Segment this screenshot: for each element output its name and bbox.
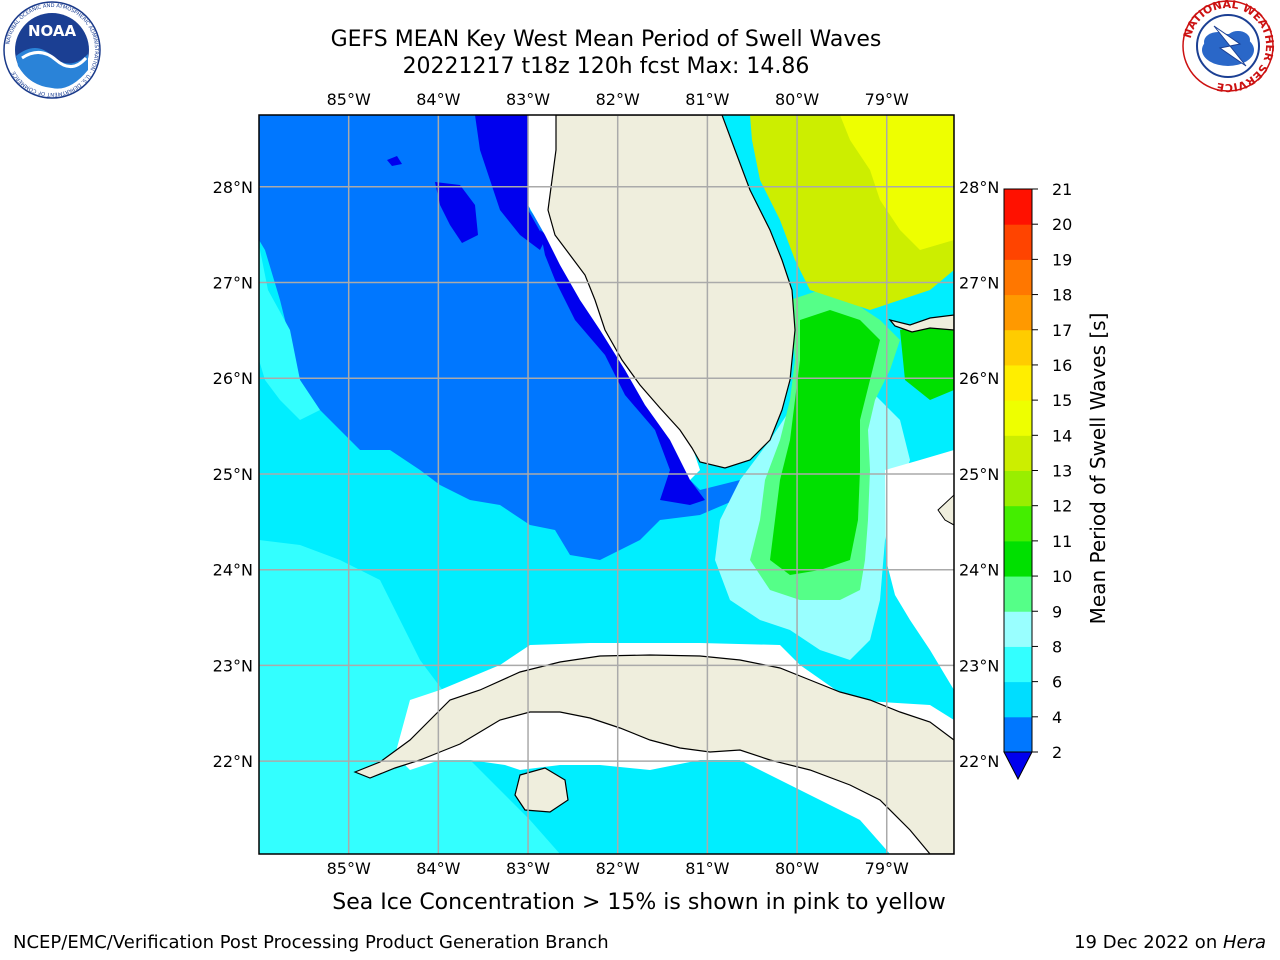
chart-subtitle: 20221217 t18z 120h fcst Max: 14.86 [402, 54, 810, 79]
colorbar-swatch [1004, 611, 1032, 647]
lat-label-left: 24°N [213, 561, 253, 580]
colorbar-swatch [1004, 505, 1032, 542]
colorbar-swatch [1004, 576, 1032, 612]
lat-label-right: 28°N [959, 178, 999, 197]
lat-label-right: 24°N [959, 561, 999, 580]
land-andros [937, 494, 954, 526]
chart-title: GEFS MEAN Key West Mean Period of Swell … [330, 27, 882, 52]
colorbar-swatch [1004, 259, 1032, 296]
lat-label-left: 28°N [213, 178, 253, 197]
colorbar-swatch [1004, 646, 1032, 683]
lat-label-left: 23°N [213, 656, 253, 675]
colorbar-tick-label: 9 [1052, 602, 1062, 621]
lon-label-bottom: 83°W [506, 859, 550, 878]
swell-contour-10-11b [900, 320, 954, 400]
lon-label-bottom: 84°W [416, 859, 460, 878]
colorbar-swatch [1004, 470, 1032, 507]
colorbar-swatch [1004, 716, 1032, 753]
swell-contour-14-15 [840, 115, 954, 250]
noaa-logo: NOAA NATIONAL OCEANIC AND ATMOSPHERIC AD… [3, 1, 101, 99]
swell-contour-6-8b [259, 245, 320, 420]
footer-date: 19 Dec 2022 on Hera [1074, 932, 1266, 953]
colorbar-tick-label: 21 [1052, 180, 1072, 199]
colorbar-tick-label: 13 [1052, 462, 1072, 481]
lon-label-bottom: 80°W [775, 859, 819, 878]
lat-label-left: 22°N [213, 752, 253, 771]
colorbar-tick-label: 4 [1052, 708, 1062, 727]
colorbar-tick-label: 19 [1052, 250, 1072, 269]
colorbar-swatch [1004, 540, 1032, 577]
swell-contour-6-8 [259, 540, 560, 854]
lon-label-bottom: 79°W [865, 859, 909, 878]
lat-label-right: 23°N [959, 656, 999, 675]
lon-label-top: 79°W [865, 90, 909, 109]
colorbar-tick-label: 14 [1052, 426, 1072, 445]
land-bahamas [888, 314, 954, 333]
lon-label-top: 84°W [416, 90, 460, 109]
swell-contour-under-2b [435, 182, 478, 243]
colorbar-swatch [1004, 400, 1032, 436]
lat-label-left: 26°N [213, 369, 253, 388]
colorbar-swatch [1004, 294, 1032, 331]
colorbar-tick-label: 18 [1052, 286, 1072, 305]
colorbar-tick-label: 2 [1052, 743, 1062, 762]
footer-host: Hera [1222, 932, 1266, 953]
colorbar-swatch [1004, 681, 1032, 718]
colorbar-tick-label: 20 [1052, 215, 1072, 234]
colorbar-tick-label: 15 [1052, 391, 1072, 410]
sea-ice-note: Sea Ice Concentration > 15% is shown in … [332, 890, 946, 915]
lat-label-right: 25°N [959, 465, 999, 484]
colorbar-swatch [1004, 189, 1032, 225]
lon-label-top: 85°W [327, 90, 371, 109]
nws-logo: NATIONAL WEATHER SERVICE [1181, 0, 1276, 94]
land-cuba [353, 654, 954, 854]
colorbar: 2 4 6 8 9 10 11 12 13 14 15 16 17 18 19 20 21 Mean Period… [1003, 180, 1110, 781]
noaa-logo-text: NOAA [28, 22, 77, 40]
colorbar-tick-label: 10 [1052, 567, 1072, 586]
colorbar-tick-label: 11 [1052, 532, 1072, 551]
lon-label-top: 83°W [506, 90, 550, 109]
lat-label-left: 25°N [213, 465, 253, 484]
lat-label-right: 26°N [959, 369, 999, 388]
colorbar-swatch [1004, 224, 1032, 260]
lon-label-top: 80°W [775, 90, 819, 109]
colorbar-tick-label: 6 [1052, 673, 1062, 692]
colorbar-swatch [1004, 329, 1032, 366]
map-border [258, 114, 955, 855]
colorbar-swatch [1004, 435, 1032, 471]
map-panel: 85°W 85°W 84°W 84°W 83°W 83°W 82°W 82°W 81°W 81°W… [213, 90, 1000, 878]
map-tick-labels: 85°W 85°W 84°W 84°W 83°W 83°W 82°W 82°W 81°W 81°W… [213, 90, 1000, 878]
lat-label-left: 27°N [213, 274, 253, 293]
lat-label-right: 22°N [959, 752, 999, 771]
lon-label-bottom: 82°W [596, 859, 640, 878]
footer-date-text: 19 Dec 2022 on [1074, 932, 1223, 953]
graticule [259, 115, 954, 854]
colorbar-tick-label: 12 [1052, 497, 1072, 516]
colorbar-label: Mean Period of Swell Waves [s] [1086, 313, 1110, 625]
lon-label-bottom: 81°W [685, 859, 729, 878]
lon-label-top: 81°W [685, 90, 729, 109]
land-florida [547, 115, 796, 469]
lon-label-top: 82°W [596, 90, 640, 109]
swell-contour-under-2d [387, 156, 402, 166]
colorbar-tick-label: 16 [1052, 356, 1072, 375]
swell-contour-2-4 [259, 115, 740, 560]
footer-branch: NCEP/EMC/Verification Post Processing Pr… [13, 932, 609, 953]
lat-label-right: 27°N [959, 274, 999, 293]
colorbar-swatch [1004, 364, 1032, 401]
lon-label-bottom: 85°W [327, 859, 371, 878]
colorbar-tick-label: 17 [1052, 321, 1072, 340]
swell-contour-under-2c [540, 230, 705, 505]
colorbar-tick-label: 8 [1052, 637, 1062, 656]
colorbar-under-arrow [1003, 751, 1033, 781]
